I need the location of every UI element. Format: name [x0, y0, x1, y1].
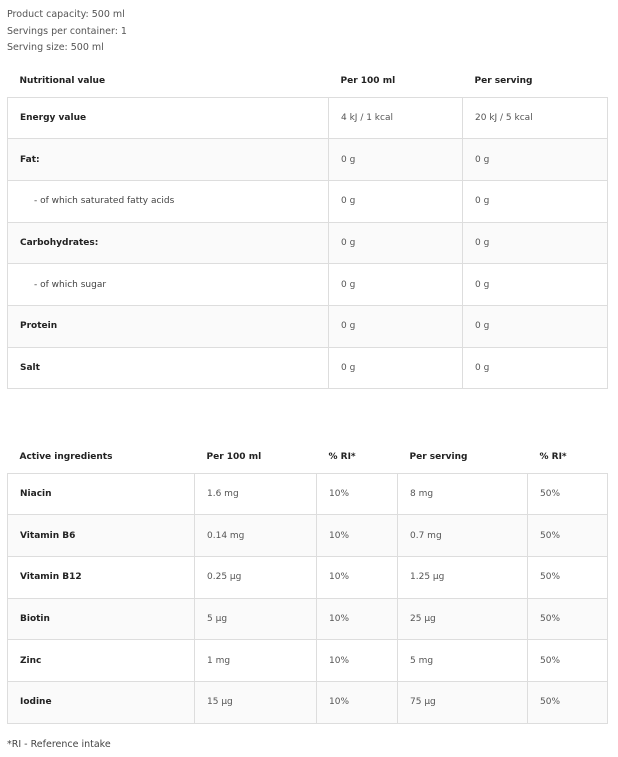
column-header: Active ingredients [19, 451, 113, 462]
row-label: Vitamin B6 [7, 514, 195, 557]
cell-value: 10% [316, 597, 398, 641]
product-capacity: Product capacity: 500 ml [7, 9, 125, 20]
servings-per-container: Servings per container: 1 [7, 26, 127, 37]
cell-value: 50% [527, 514, 608, 557]
cell-value: 10% [316, 680, 398, 724]
cell-value: 0 g [462, 346, 608, 390]
cell-value: 50% [527, 472, 608, 516]
column-header: Per 100 ml [340, 75, 396, 86]
cell-value: 50% [527, 597, 608, 641]
column-header: Nutritional value [19, 75, 106, 86]
row-label: Iodine [7, 680, 195, 724]
column-header: Per 100 ml [206, 451, 262, 462]
row-label: Vitamin B12 [7, 555, 195, 599]
cell-value: 10% [316, 472, 398, 516]
cell-value: 10% [316, 555, 398, 599]
cell-value: 50% [527, 639, 608, 682]
nutrition-table: Nutritional value Per 100 ml Per serving En… [7, 65, 608, 390]
row-label: - of which sugar [7, 263, 329, 306]
column-header: % RI* [539, 451, 567, 462]
cell-value: 75 µg [397, 680, 528, 724]
column-header: Per serving [409, 451, 468, 462]
row-label: Protein [7, 304, 329, 348]
cell-value: 0 g [328, 346, 463, 390]
cell-value: 10% [316, 639, 398, 682]
serving-size: Serving size: 500 ml [7, 42, 104, 53]
cell-value: 0 g [462, 304, 608, 348]
cell-value: 1.6 mg [194, 472, 317, 516]
cell-value: 25 µg [397, 597, 528, 641]
cell-value: 5 µg [194, 597, 317, 641]
cell-value: 10% [316, 514, 398, 557]
footnote: *RI - Reference intake [7, 739, 111, 750]
table-row: Niacin 1.6 mg 10% 8 mg 50% [7, 472, 608, 516]
table-row: Energy value 4 kJ / 1 kcal 20 kJ / 5 kcal [7, 96, 608, 140]
row-label: Zinc [7, 639, 195, 682]
cell-value: 0 g [328, 263, 463, 306]
row-label: Energy value [7, 96, 329, 140]
cell-value: 8 mg [397, 472, 528, 516]
cell-value: 0.14 mg [194, 514, 317, 557]
cell-value: 0.7 mg [397, 514, 528, 557]
table-row: Zinc 1 mg 10% 5 mg 50% [7, 639, 608, 682]
cell-value: 0 g [328, 179, 463, 223]
table-row: Vitamin B6 0.14 mg 10% 0.7 mg 50% [7, 514, 608, 557]
table-row: Iodine 15 µg 10% 75 µg 50% [7, 680, 608, 724]
active-ingredients-table: Active ingredients Per 100 ml % RI* Per ser… [7, 441, 608, 724]
cell-value: 0 g [328, 221, 463, 265]
cell-value: 1.25 µg [397, 555, 528, 599]
row-label: Carbohydrates: [7, 221, 329, 265]
column-header: % RI* [328, 451, 356, 462]
cell-value: 0 g [462, 179, 608, 223]
row-label: Fat: [7, 138, 329, 181]
cell-value: 50% [527, 680, 608, 724]
cell-value: 5 mg [397, 639, 528, 682]
table-row: Vitamin B12 0.25 µg 10% 1.25 µg 50% [7, 555, 608, 599]
row-label: Biotin [7, 597, 195, 641]
cell-value: 4 kJ / 1 kcal [328, 96, 463, 140]
cell-value: 0 g [328, 304, 463, 348]
cell-value: 50% [527, 555, 608, 599]
table-row: Biotin 5 µg 10% 25 µg 50% [7, 597, 608, 641]
row-label: Salt [7, 346, 329, 390]
cell-value: 1 mg [194, 639, 317, 682]
cell-value: 15 µg [194, 680, 317, 724]
cell-value: 0 g [462, 138, 608, 181]
cell-value: 0 g [328, 138, 463, 181]
cell-value: 0 g [462, 221, 608, 265]
column-header: Per serving [474, 75, 533, 86]
cell-value: 0.25 µg [194, 555, 317, 599]
row-label: - of which saturated fatty acids [7, 179, 329, 223]
cell-value: 0 g [462, 263, 608, 306]
row-label: Niacin [7, 472, 195, 516]
cell-value: 20 kJ / 5 kcal [462, 96, 608, 140]
